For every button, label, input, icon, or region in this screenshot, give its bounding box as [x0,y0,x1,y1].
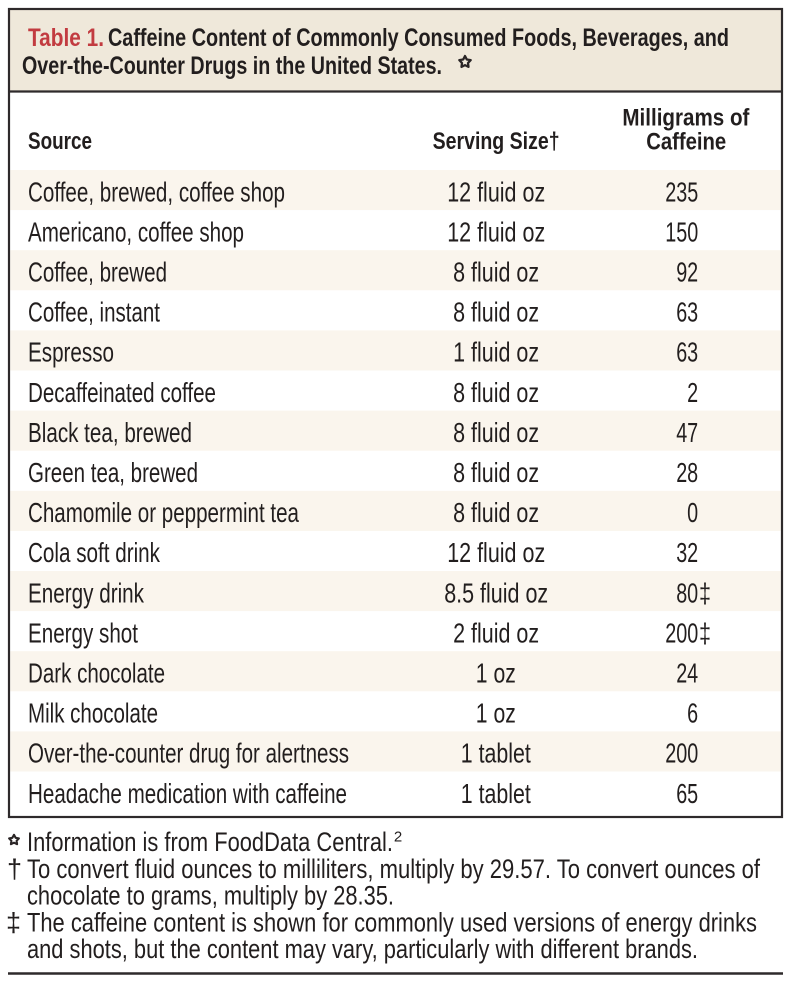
svg-text:†: † [7,854,22,884]
svg-text:2 fluid oz: 2 fluid oz [453,617,539,648]
svg-text:150: 150 [665,216,698,247]
svg-text:Caffeine Content of Commonly C: Caffeine Content of Commonly Consumed Fo… [108,24,729,52]
svg-text:‡: ‡ [699,617,711,648]
svg-text:Over-the-counter drug for aler: Over-the-counter drug for alertness [28,738,349,769]
svg-text:Energy drink: Energy drink [28,577,145,608]
svg-text:Coffee, brewed: Coffee, brewed [28,257,167,288]
svg-text:200: 200 [665,738,698,769]
svg-text:Milligrams of: Milligrams of [622,105,750,132]
svg-text:‡: ‡ [6,907,21,937]
svg-text:chocolate to grams, multiply b: chocolate to grams, multiply by 28.35. [27,881,394,911]
svg-text:Decaffeinated coffee: Decaffeinated coffee [28,377,216,408]
svg-text:12 fluid oz: 12 fluid oz [447,216,545,247]
svg-text:65: 65 [676,778,698,809]
svg-text:Headache medication with caffe: Headache medication with caffeine [28,778,347,809]
svg-text:Coffee, instant: Coffee, instant [28,297,160,328]
svg-text:To convert fluid ounces to mil: To convert fluid ounces to milliliters, … [27,854,760,884]
svg-text:Caffeine: Caffeine [646,129,726,156]
svg-text:Chamomile or peppermint tea: Chamomile or peppermint tea [28,497,299,528]
svg-text:8 fluid oz: 8 fluid oz [453,457,539,488]
svg-text:8.5 fluid oz: 8.5 fluid oz [444,577,548,608]
svg-text:8 fluid oz: 8 fluid oz [453,497,539,528]
svg-text:Energy shot: Energy shot [28,617,138,648]
svg-text:Americano, coffee shop: Americano, coffee shop [28,216,244,247]
svg-text:Green tea, brewed: Green tea, brewed [28,457,198,488]
svg-text:200: 200 [665,617,698,648]
svg-text:12 fluid oz: 12 fluid oz [447,537,545,568]
svg-text:and shots, but the content may: and shots, but the content may vary, par… [27,934,698,964]
svg-text:63: 63 [676,297,698,328]
svg-text:12 fluid oz: 12 fluid oz [447,176,545,207]
svg-text:8 fluid oz: 8 fluid oz [453,257,539,288]
svg-text:Over-the-Counter Drugs in the: Over-the-Counter Drugs in the United Sta… [22,52,442,80]
svg-text:47: 47 [676,417,698,448]
svg-text:Espresso: Espresso [28,337,114,368]
svg-text:92: 92 [676,257,698,288]
svg-text:Table 1.: Table 1. [28,24,104,52]
svg-text:235: 235 [665,176,698,207]
svg-text:Cola soft drink: Cola soft drink [28,537,161,568]
svg-text:Serving Size†: Serving Size† [433,128,560,155]
svg-text:0: 0 [687,497,698,528]
svg-text:2: 2 [394,829,402,846]
svg-text:Dark chocolate: Dark chocolate [28,658,165,689]
svg-text:‡: ‡ [699,577,711,608]
svg-text:Milk chocolate: Milk chocolate [28,698,158,729]
svg-text:8 fluid oz: 8 fluid oz [453,417,539,448]
svg-text:32: 32 [676,537,698,568]
svg-text:80: 80 [676,577,698,608]
svg-text:28: 28 [676,457,698,488]
svg-text:1 tablet: 1 tablet [461,778,531,809]
svg-text:1 tablet: 1 tablet [461,738,531,769]
svg-text:24: 24 [676,658,698,689]
svg-text:Black tea, brewed: Black tea, brewed [28,417,192,448]
svg-text:Information is from FoodData C: Information is from FoodData Central. [27,827,393,857]
svg-text:1 oz: 1 oz [476,658,516,689]
svg-text:The caffeine content is shown: The caffeine content is shown for common… [27,907,757,937]
svg-text:1 fluid oz: 1 fluid oz [453,337,539,368]
svg-text:8 fluid oz: 8 fluid oz [453,377,539,408]
svg-text:2: 2 [687,377,698,408]
svg-text:63: 63 [676,337,698,368]
svg-text:6: 6 [687,698,698,729]
svg-text:8 fluid oz: 8 fluid oz [453,297,539,328]
svg-text:Coffee, brewed, coffee shop: Coffee, brewed, coffee shop [28,176,285,207]
svg-text:1 oz: 1 oz [476,698,516,729]
svg-text:Source: Source [28,128,92,155]
